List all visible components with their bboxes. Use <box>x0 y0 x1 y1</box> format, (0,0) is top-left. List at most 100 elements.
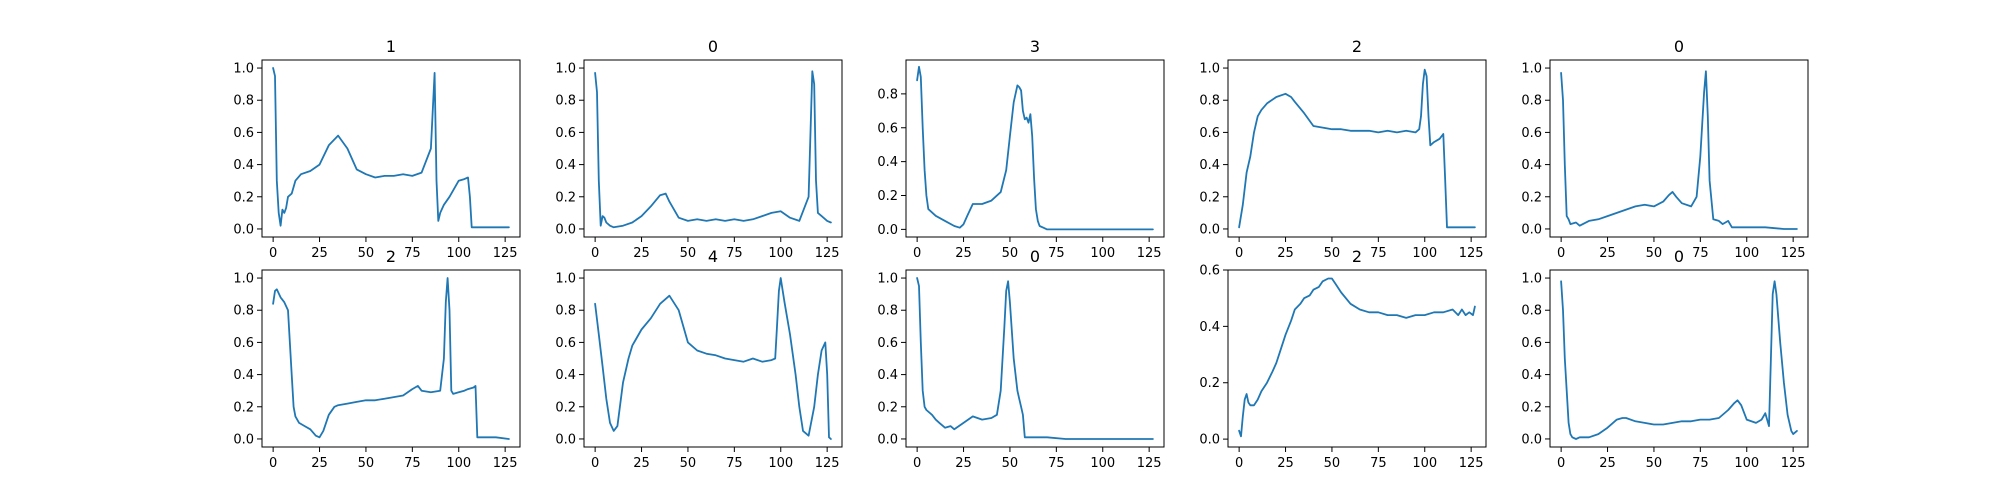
x-tick-label: 25 <box>955 456 972 471</box>
y-tick-label: 0.6 <box>877 336 898 351</box>
x-tick-label: 0 <box>1557 456 1565 471</box>
x-tick-label: 75 <box>1048 456 1065 471</box>
y-tick-label: 0.2 <box>1521 400 1542 415</box>
x-tick-label: 0 <box>1235 456 1243 471</box>
x-tick-label: 0 <box>913 456 921 471</box>
y-tick-label: 0.0 <box>1521 432 1542 447</box>
plot-frame <box>1549 59 1809 238</box>
y-tick-label: 0.2 <box>233 190 254 205</box>
plot-frame <box>583 59 843 238</box>
series-line <box>916 65 1154 231</box>
y-tick-label: 0.6 <box>1199 126 1220 141</box>
x-tick-label: 75 <box>1370 246 1387 261</box>
y-tick-label: 0.0 <box>1521 222 1542 237</box>
y-tick-label: 0.6 <box>1199 264 1220 279</box>
x-tick-label: 125 <box>815 246 840 261</box>
x-tick-label: 25 <box>1599 246 1616 261</box>
y-tick-label: 0.2 <box>877 189 898 204</box>
y-tick-label: 0.0 <box>1199 433 1220 448</box>
x-tick-label: 50 <box>680 246 697 261</box>
x-tick-label: 75 <box>1692 456 1709 471</box>
x-tick-label: 50 <box>680 456 697 471</box>
chart-panel-8: 0 25 50 75 100 125 0.0 0.2 0.4 0.6 0.8 1.0 0 <box>877 247 1165 471</box>
y-tick-label: 0.2 <box>1199 190 1220 205</box>
y-tick-label: 1.0 <box>555 272 576 287</box>
plot-frame <box>1227 269 1487 448</box>
x-tick-label: 50 <box>1002 246 1019 261</box>
y-tick-label: 0.2 <box>555 400 576 415</box>
y-tick-label: 0.8 <box>555 94 576 109</box>
y-tick-label: 0.4 <box>1521 368 1542 383</box>
x-tick-label: 0 <box>269 456 277 471</box>
y-tick-label: 0.6 <box>233 126 254 141</box>
x-tick-label: 100 <box>768 456 793 471</box>
x-tick-label: 100 <box>446 246 471 261</box>
y-tick-label: 0.4 <box>1521 158 1542 173</box>
y-tick-label: 0.6 <box>555 336 576 351</box>
chart-panel-5: 0 25 50 75 100 125 0.0 0.2 0.4 0.6 0.8 1.0 0 <box>1521 37 1809 261</box>
y-tick-label: 0.8 <box>1521 304 1542 319</box>
y-tick-label: 0.8 <box>233 94 254 109</box>
x-tick-label: 0 <box>269 246 277 261</box>
y-tick-label: 0.4 <box>233 368 254 383</box>
chart-panel-2: 0 25 50 75 100 125 0.0 0.2 0.4 0.6 0.8 1.0 0 <box>555 37 843 261</box>
panel-title: 0 <box>1674 247 1684 266</box>
x-tick-label: 75 <box>1370 456 1387 471</box>
x-tick-label: 125 <box>815 456 840 471</box>
y-tick-label: 0.6 <box>1521 336 1542 351</box>
x-tick-label: 125 <box>1137 246 1162 261</box>
y-tick-label: 0.2 <box>555 190 576 205</box>
panel-title: 0 <box>708 37 718 56</box>
y-tick-label: 0.0 <box>233 432 254 447</box>
chart-panel-9: 0 25 50 75 100 125 0.0 0.2 0.4 0.6 2 <box>1199 247 1487 471</box>
x-tick-label: 25 <box>1599 456 1616 471</box>
x-tick-label: 25 <box>311 246 328 261</box>
y-tick-label: 0.4 <box>555 368 576 383</box>
panel-title: 0 <box>1674 37 1684 56</box>
x-tick-label: 75 <box>1048 246 1065 261</box>
x-tick-label: 50 <box>358 456 375 471</box>
x-tick-label: 75 <box>404 456 421 471</box>
y-tick-label: 0.0 <box>555 222 576 237</box>
y-tick-label: 0.0 <box>1199 222 1220 237</box>
series-line <box>594 277 832 440</box>
x-tick-label: 0 <box>1235 246 1243 261</box>
series-line <box>1560 70 1798 230</box>
x-tick-label: 125 <box>1781 246 1806 261</box>
plot-frame <box>583 269 843 448</box>
y-tick-label: 1.0 <box>1199 62 1220 77</box>
panel-title: 2 <box>1352 37 1362 56</box>
x-tick-label: 25 <box>1277 456 1294 471</box>
x-tick-label: 75 <box>1692 246 1709 261</box>
y-tick-label: 0.0 <box>877 223 898 238</box>
plot-frame <box>1549 269 1809 448</box>
series-line <box>272 277 510 440</box>
chart-panel-3: 0 25 50 75 100 125 0.0 0.2 0.4 0.6 0.8 3 <box>877 37 1165 261</box>
y-tick-label: 1.0 <box>1521 62 1542 77</box>
series-line <box>916 277 1154 440</box>
series-line <box>1238 277 1476 438</box>
x-tick-label: 50 <box>1646 456 1663 471</box>
y-tick-label: 1.0 <box>233 62 254 77</box>
y-tick-label: 0.8 <box>1199 94 1220 109</box>
series-line <box>1560 280 1798 440</box>
y-tick-label: 0.4 <box>1199 320 1220 335</box>
y-tick-label: 0.4 <box>233 158 254 173</box>
panel-title: 1 <box>386 37 396 56</box>
y-tick-label: 0.8 <box>1521 94 1542 109</box>
x-tick-label: 75 <box>404 246 421 261</box>
x-tick-label: 0 <box>1557 246 1565 261</box>
x-tick-label: 25 <box>955 246 972 261</box>
chart-panel-6: 0 25 50 75 100 125 0.0 0.2 0.4 0.6 0.8 1.0 2 <box>233 247 521 471</box>
plot-frame <box>1227 59 1487 238</box>
y-tick-label: 0.8 <box>555 304 576 319</box>
x-tick-label: 100 <box>446 456 471 471</box>
y-tick-label: 1.0 <box>877 272 898 287</box>
series-line <box>1238 68 1476 229</box>
x-tick-label: 0 <box>591 246 599 261</box>
y-tick-label: 0.2 <box>233 400 254 415</box>
y-tick-label: 0.2 <box>1199 376 1220 391</box>
panel-title: 2 <box>1352 247 1362 266</box>
panel-title: 3 <box>1030 37 1040 56</box>
